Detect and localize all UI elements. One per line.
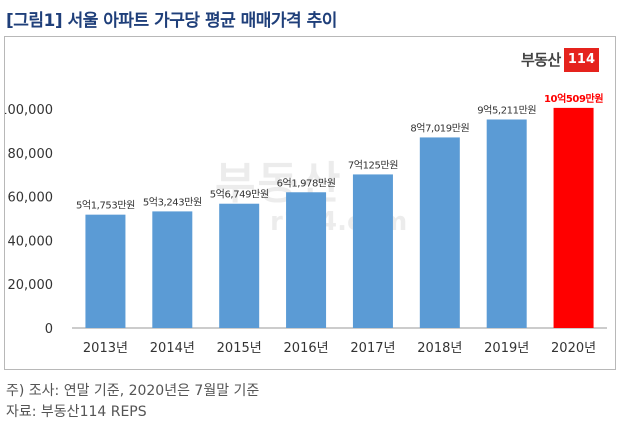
y-tick-label: 60,000 [8, 191, 54, 206]
x-tick-label: 2015년 [217, 341, 262, 356]
bar-data-label: 5억3,243만원 [143, 196, 202, 208]
x-tick-label: 2013년 [83, 341, 128, 356]
footnote-source: 자료: 부동산114 REPS [6, 404, 147, 420]
bar [553, 107, 594, 329]
y-tick-label: 40,000 [8, 234, 54, 249]
bar [486, 119, 527, 328]
bar [152, 211, 193, 328]
bar-chart: 0 20,000 40,000 60,000 80,000 100,000 5억1,753만… [5, 92, 607, 356]
y-tick-label: 80,000 [8, 147, 54, 162]
x-tick-label: 2014년 [150, 341, 195, 356]
bar-data-label: 8억7,019만원 [410, 122, 469, 134]
y-tick-label: 0 [45, 322, 53, 337]
brand-logo-text: 부동산 [520, 51, 561, 69]
x-tick-label: 2017년 [350, 341, 395, 356]
bar [419, 137, 460, 328]
bar [85, 214, 126, 328]
bar [219, 203, 260, 328]
bar [352, 174, 393, 328]
bar [286, 192, 327, 328]
footnote-survey: 주) 조사: 연말 기준, 2020년은 7월말 기준 [6, 383, 260, 399]
y-tick-label: 20,000 [8, 278, 54, 293]
chart-area: 부동산 r114.com 020,00040,00060,00080,00010… [4, 36, 616, 370]
bar-data-label: 6억1,978만원 [277, 177, 336, 189]
brand-logo: 부동산 114 [521, 48, 599, 72]
x-tick-label: 2020년 [551, 341, 596, 356]
brand-logo-number: 114 [563, 48, 599, 72]
chart-title: [그림1] 서울 아파트 가구당 평균 매매가격 추이 [6, 11, 337, 31]
x-tick-label: 2016년 [284, 341, 329, 356]
x-tick-label: 2019년 [484, 341, 529, 356]
bar-data-label: 5억1,753만원 [76, 200, 135, 212]
bar-data-label: 5억6,749만원 [210, 189, 269, 201]
x-tick-label: 2018년 [417, 341, 462, 356]
y-tick-label: 100,000 [5, 103, 53, 118]
bar-data-label: 10억509만원 [544, 92, 603, 105]
bar-data-label: 9억5,211만원 [477, 104, 536, 116]
bar-data-label: 7억125만원 [348, 159, 398, 171]
